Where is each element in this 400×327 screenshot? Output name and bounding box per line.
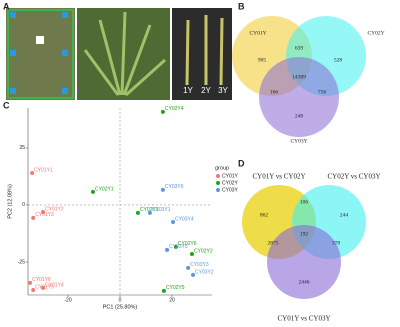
set-label: CY02Y (367, 30, 384, 36)
age-label: 1Y (183, 86, 193, 95)
set-label: CY03Y (290, 138, 307, 144)
count: 2875 (268, 240, 279, 246)
point (189, 251, 194, 256)
point-label: CY02Y5 (166, 285, 185, 291)
point-label: CY02Y4 (165, 106, 184, 112)
point-label: CY03Y1 (152, 207, 171, 213)
legend-swatch (216, 181, 220, 185)
count: 2446 (299, 279, 310, 285)
point (160, 109, 165, 114)
y-axis-label: PC2 (12.08%) (7, 184, 13, 219)
point (31, 287, 36, 292)
panel-label: A (3, 1, 10, 11)
count: 528 (334, 57, 343, 63)
venn-circle (267, 225, 341, 299)
point-label: CY03Y5 (169, 244, 188, 250)
age-label: 2Y (201, 86, 211, 95)
set-label: CY02Y vs CY03Y (327, 173, 380, 181)
marker (10, 88, 16, 94)
pca-plot: -20 0 20 -25 0 25 PC1 (25.80%) PC2 (12.08%) CY01… (7, 106, 238, 310)
count: 248 (295, 113, 304, 119)
x-tick-label: 20 (169, 297, 175, 303)
marker (62, 88, 68, 94)
legend-label: CY03Y (222, 187, 239, 193)
point (31, 215, 36, 220)
marker (36, 36, 44, 44)
point-label: CY03Y4 (175, 216, 194, 222)
marker (62, 50, 68, 56)
point-label: CY01Y2 (45, 206, 64, 212)
panel-label: C (3, 100, 10, 110)
point (90, 189, 95, 194)
point (165, 247, 170, 252)
count: 244 (340, 212, 349, 218)
point-label: CY01Y3 (35, 212, 54, 218)
point-label: CY01Y4 (45, 282, 64, 288)
count: 756 (318, 89, 327, 95)
count: 905 (258, 57, 267, 63)
x-tick-label: -20 (64, 297, 71, 303)
point (30, 170, 35, 175)
point-label: CY02Y3 (140, 207, 159, 213)
set-label: CY01Y vs CY02Y (252, 173, 305, 181)
point-label: CY02Y1 (95, 186, 114, 192)
point (161, 288, 166, 293)
legend-label: CY01Y (222, 173, 239, 179)
venn-circle (259, 57, 339, 137)
set-label: CY01Y vs CY03Y (277, 315, 330, 323)
set-label: CY01Y (249, 30, 266, 36)
panel-label: B (238, 1, 245, 11)
point-label: CY03Y2 (195, 269, 214, 275)
legend-label: CY02Y (222, 180, 239, 186)
legend-swatch (216, 188, 220, 192)
point-label: CY02Y6 (178, 241, 197, 247)
legend-swatch (216, 174, 220, 178)
point (135, 210, 140, 215)
count: 639 (295, 45, 304, 51)
y-tick-label: -25 (18, 259, 25, 265)
y-tick-label: 25 (19, 145, 25, 151)
point-label: CY03Y6 (165, 184, 184, 190)
point-label: CY01Y6 (32, 277, 51, 283)
count: 192 (300, 231, 309, 237)
x-tick-label: 0 (119, 297, 122, 303)
leaves (83, 11, 167, 97)
count: 862 (260, 212, 269, 218)
count: 378 (332, 240, 341, 246)
x-axis-label: PC1 (25.80%) (103, 304, 138, 310)
point (160, 187, 165, 192)
point (147, 210, 152, 215)
roots (185, 15, 224, 86)
panel-label: D (238, 158, 245, 168)
point (191, 272, 196, 277)
age-label: 3Y (218, 86, 228, 95)
point (186, 265, 191, 270)
y-tick-label: 0 (22, 202, 25, 208)
point (28, 280, 33, 285)
legend-title: group (215, 165, 229, 171)
point-label: CY02Y2 (194, 248, 213, 254)
count: 106 (300, 199, 309, 205)
point (41, 285, 46, 290)
photo-frame (7, 9, 74, 99)
count: 14389 (292, 74, 306, 80)
marker (10, 12, 16, 18)
point-label: CY01Y1 (34, 167, 53, 173)
point (171, 220, 176, 225)
point (173, 244, 178, 249)
point-label: CY01Y5 (35, 284, 54, 290)
point-label: CY03Y3 (190, 262, 209, 268)
marker (10, 50, 16, 56)
point (41, 209, 46, 214)
count: 166 (270, 89, 279, 95)
marker (62, 12, 68, 18)
